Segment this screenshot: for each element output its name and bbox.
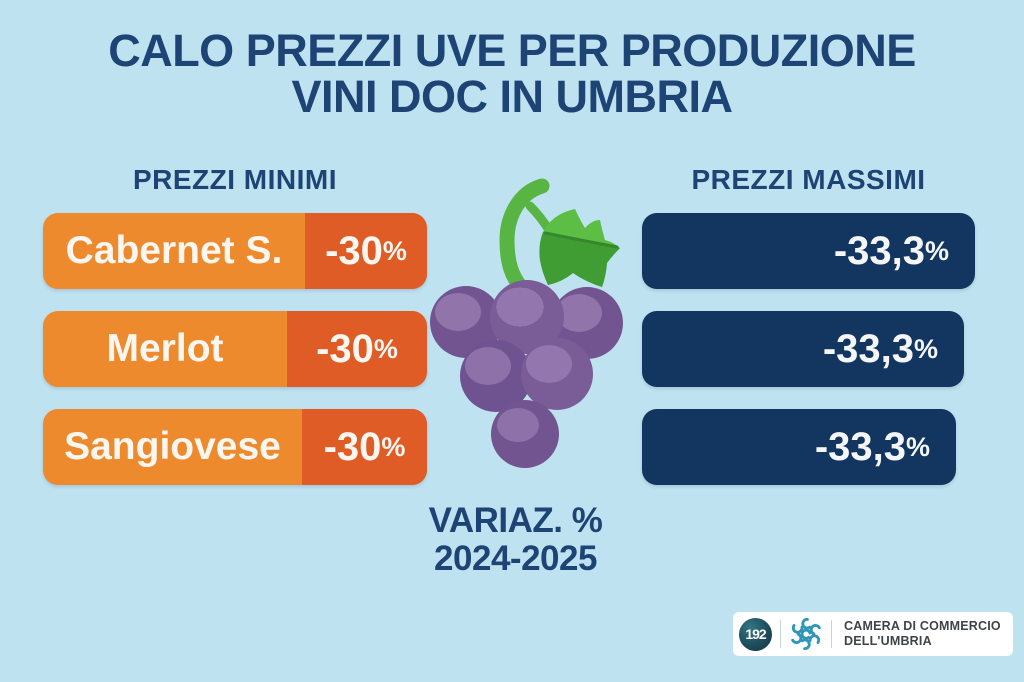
percent-sign: % <box>924 235 949 266</box>
page-title-line1: CALO PREZZI UVE PER PRODUZIONE <box>108 25 916 76</box>
percent-sign: % <box>381 431 406 462</box>
anniversary-192-badge: 192 <box>739 617 772 651</box>
bar-sangiovese-max: -33,3% <box>642 409 956 485</box>
percent-sign: % <box>373 333 398 364</box>
bar-label-merlot: Merlot <box>106 327 224 370</box>
variation-note-line1: VARIAZ. % <box>428 501 603 540</box>
percent-sign: % <box>913 333 938 364</box>
bar-value-number: -30 <box>325 228 383 273</box>
percent-sign: % <box>382 235 407 266</box>
page-title: CALO PREZZI UVE PER PRODUZIONE VINI DOC … <box>0 25 1024 123</box>
bar-value-cabernet-min: -30% <box>305 213 427 289</box>
bar-value-sangiovese-min: -30% <box>302 409 427 485</box>
divider <box>831 620 832 648</box>
bar-sangiovese-min: Sangiovese -30% <box>43 409 427 485</box>
divider <box>780 620 781 648</box>
min-prices-bar-group: Cabernet S. -30% Merlot -30% Sangiovese … <box>43 213 427 485</box>
badge-number: 192 <box>745 626 766 642</box>
bar-value-number: -30 <box>316 326 374 371</box>
column-header-max-prices: PREZZI MASSIMI <box>691 164 926 195</box>
bar-cabernet-min: Cabernet S. -30% <box>43 213 427 289</box>
percent-sign: % <box>905 431 930 462</box>
organization-name-line2: DELL'UMBRIA <box>844 634 932 648</box>
bar-value-number: -30 <box>323 424 382 469</box>
column-header-min-prices: PREZZI MINIMI <box>132 164 338 195</box>
bar-value-merlot-min: -30% <box>287 311 427 387</box>
bar-merlot-min: Merlot -30% <box>43 311 427 387</box>
footer-logo-bar: 192 CAMERA DI COMMERCIO DELL'UMBRIA <box>733 612 1013 656</box>
grapes-icon <box>420 170 650 480</box>
grapes-illustration <box>430 178 623 468</box>
variation-note-line2: 2024-2025 <box>434 539 597 578</box>
max-prices-bar-group: -33,3% -33,3% -33,3% <box>642 213 975 485</box>
organization-name: CAMERA DI COMMERCIO DELL'UMBRIA <box>844 619 1001 649</box>
bar-value-number: -33,3 <box>822 326 914 371</box>
bar-cabernet-max: -33,3% <box>642 213 975 289</box>
bar-label-sangiovese: Sangiovese <box>64 425 281 468</box>
bar-label-cabernet: Cabernet S. <box>65 229 283 272</box>
variation-note: VARIAZ. % 2024-2025 <box>408 502 623 578</box>
bar-merlot-max: -33,3% <box>642 311 964 387</box>
chamber-rosette-icon <box>790 617 822 651</box>
page-title-line2: VINI DOC IN UMBRIA <box>291 71 734 123</box>
bar-value-number: -33,3 <box>833 228 925 273</box>
organization-name-line1: CAMERA DI COMMERCIO <box>844 619 1001 634</box>
bar-value-number: -33,3 <box>814 424 906 469</box>
